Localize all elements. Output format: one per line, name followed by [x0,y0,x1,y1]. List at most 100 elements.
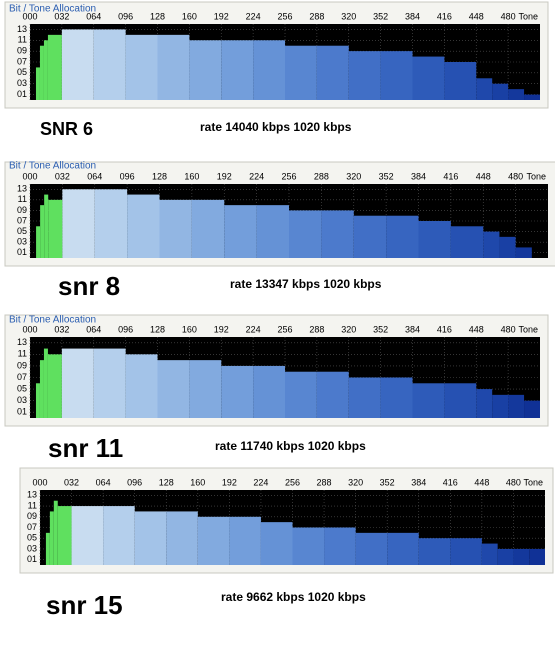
bar [35,67,40,100]
x-tick-label: 256 [277,11,292,21]
x-tick-label: 000 [22,324,37,334]
bar [229,516,261,565]
rate-text: rate 14040 kbps 1020 kbps [200,120,352,134]
caption: snr 11 [48,433,123,463]
x-tick-label: 448 [474,477,489,487]
bar [515,247,532,258]
x-axis-label: Tone [526,171,546,181]
bar [197,516,230,565]
x-tick-label: 000 [22,171,37,181]
bar [481,543,498,565]
x-tick-label: 000 [22,11,37,21]
bar [49,511,54,565]
y-tick-label: 09 [27,511,37,521]
bar [166,511,198,565]
x-tick-label: 160 [190,477,205,487]
panel-title: Bit / Tone Allocation [9,315,96,326]
bar [103,506,135,565]
x-tick-label: 448 [476,171,491,181]
bar [348,51,381,100]
bar [529,548,545,565]
x-tick-label: 448 [469,11,484,21]
bar [224,205,257,258]
caption: SNR 6 [40,119,93,139]
bar [444,62,477,100]
bar [324,527,356,565]
x-tick-label: 416 [443,477,458,487]
bar [476,389,493,418]
y-tick-label: 11 [18,35,27,45]
bar [44,194,49,258]
x-tick-label: 480 [501,324,516,334]
x-tick-label: 416 [437,11,452,21]
bar [127,194,160,258]
x-tick-label: 224 [249,171,264,181]
bar [260,522,293,565]
y-tick-label: 05 [17,67,27,77]
x-tick-label: 288 [309,324,324,334]
x-tick-label: 320 [341,11,356,21]
x-tick-label: 320 [341,324,356,334]
bar [348,377,381,418]
bar [316,371,349,418]
bar [450,538,482,565]
bar [524,400,540,418]
x-tick-label: 352 [373,11,388,21]
x-tick-label: 192 [222,477,237,487]
bar [157,360,190,418]
x-tick-label: 480 [501,11,516,21]
y-tick-label: 03 [17,237,27,247]
bar [35,383,40,418]
bar [386,215,419,258]
y-tick-label: 01 [27,554,37,564]
x-tick-label: 256 [285,477,300,487]
bar [125,354,158,418]
x-tick-label: 000 [32,477,47,487]
panel-title: Bit / Tone Allocation [9,161,96,172]
bar [412,56,445,100]
x-tick-label: 352 [380,477,395,487]
x-tick-label: 192 [214,324,229,334]
bar [48,199,63,258]
x-tick-label: 064 [86,11,101,21]
bar [316,45,349,100]
bar [253,40,285,100]
x-tick-label: 320 [348,477,363,487]
x-axis-label: Tone [518,324,538,334]
x-tick-label: 032 [54,324,69,334]
x-tick-label: 192 [217,171,232,181]
bar [285,45,317,100]
bar [221,365,254,418]
bar [189,360,222,418]
x-tick-label: 384 [411,171,426,181]
bar [444,383,477,418]
bar [62,189,95,258]
x-axis-label: Tone [518,11,538,21]
bar [289,210,322,258]
bar [39,360,44,418]
bar [159,199,192,258]
x-tick-label: 384 [405,324,420,334]
y-tick-label: 13 [17,24,27,34]
y-tick-label: 01 [17,247,27,257]
bar [93,29,126,100]
x-tick-label: 480 [508,171,523,181]
x-tick-label: 224 [253,477,268,487]
bar [418,221,451,258]
bar [94,189,128,258]
bar [71,506,104,565]
x-tick-label: 192 [214,11,229,21]
bar [285,371,317,418]
x-tick-label: 352 [379,171,394,181]
x-tick-label: 224 [246,11,261,21]
bar [47,34,62,100]
bar [508,394,525,418]
bar [125,34,158,100]
bar [492,394,509,418]
y-tick-label: 07 [17,215,27,225]
x-tick-label: 160 [182,11,197,21]
bar [387,532,419,565]
x-tick-label: 064 [86,324,101,334]
y-tick-label: 03 [17,395,27,405]
